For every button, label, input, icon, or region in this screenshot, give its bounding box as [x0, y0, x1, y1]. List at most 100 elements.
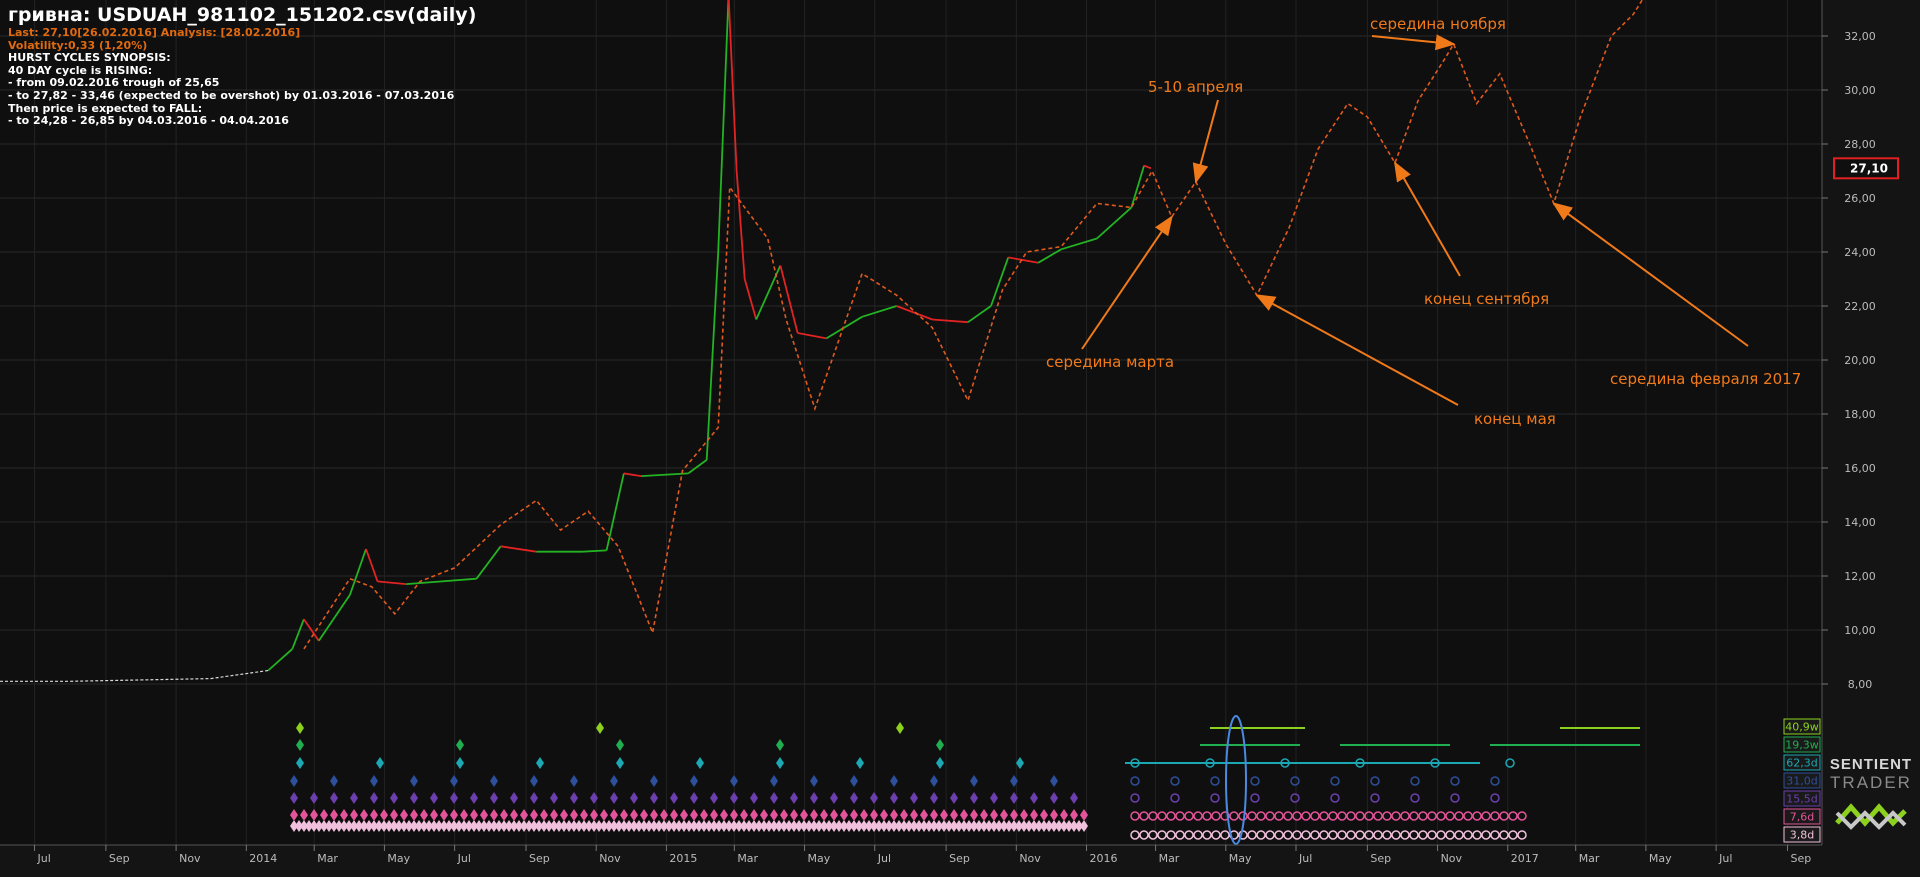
cycle-circle	[1517, 811, 1527, 821]
last-price-label: 27,10	[1850, 161, 1888, 175]
annotation-arrow	[1371, 34, 1456, 51]
cycle-circle	[1220, 830, 1230, 840]
cycle-diamond	[620, 820, 628, 832]
cycle-circle	[1290, 793, 1300, 803]
cycle-circle	[1283, 811, 1293, 821]
cycle-diamond	[350, 820, 358, 832]
cycle-circle	[1418, 830, 1428, 840]
cycle-diamond	[1040, 809, 1048, 821]
x-tick-label: Mar	[1159, 852, 1180, 865]
cycle-diamond	[970, 809, 978, 821]
cycle-diamond	[990, 809, 998, 821]
price-segment	[1143, 164, 1152, 170]
cycle-circle	[1436, 830, 1446, 840]
cycle-diamond	[1010, 809, 1018, 821]
cycle-diamond	[775, 820, 783, 832]
cycle-diamond	[375, 820, 383, 832]
price-segment	[605, 473, 625, 551]
cycle-diamond	[536, 757, 544, 769]
cycle-diamond	[710, 792, 718, 804]
cycle-circle	[1472, 830, 1482, 840]
cycle-circle	[1148, 811, 1158, 821]
cycle-diamond	[600, 820, 608, 832]
cycle-diamond	[450, 792, 458, 804]
cycle-circle	[1202, 811, 1212, 821]
cycle-label: 19,3w	[1785, 739, 1819, 752]
cycle-diamond	[440, 820, 448, 832]
price-segment	[406, 580, 443, 585]
price-segment	[932, 318, 969, 324]
cycle-diamond	[645, 820, 653, 832]
cycle-circle	[1301, 811, 1311, 821]
cycle-diamond	[290, 792, 298, 804]
cycle-diamond	[310, 792, 318, 804]
cycle-circle	[1370, 776, 1380, 786]
price-segment	[825, 316, 863, 340]
cycle-circle	[1170, 776, 1180, 786]
chart-title: гривна: USDUAH_981102_151202.csv(daily)	[8, 4, 477, 26]
cycle-diamond	[590, 792, 598, 804]
cycle-diamond	[455, 820, 463, 832]
cycle-diamond	[770, 809, 778, 821]
cycle-diamond	[740, 820, 748, 832]
cycle-diamond	[776, 739, 784, 751]
cycle-circle	[1409, 811, 1419, 821]
cycle-diamond	[470, 809, 478, 821]
cycle-diamond	[970, 792, 978, 804]
cycle-circle	[1450, 776, 1460, 786]
synopsis-line: HURST CYCLES SYNOPSIS:	[8, 51, 171, 65]
sentient-trader-logo: SENTIENT TRADER	[1826, 756, 1916, 838]
cycle-diamond	[1040, 820, 1048, 832]
cycle-diamond	[840, 809, 848, 821]
annotation-arrow	[1192, 99, 1219, 184]
y-axis-panel	[1822, 0, 1920, 877]
cycle-diamond	[890, 775, 898, 787]
cycle-diamond	[875, 820, 883, 832]
cycle-diamond	[450, 820, 458, 832]
cycle-diamond	[895, 820, 903, 832]
cycle-diamond	[850, 792, 858, 804]
cycle-diamond	[770, 820, 778, 832]
synopsis-line: Then price is expected to FALL:	[8, 101, 203, 115]
cycle-diamond	[1010, 792, 1018, 804]
cycle-diamond	[596, 722, 604, 734]
cycle-diamond	[430, 820, 438, 832]
cycle-diamond	[545, 820, 553, 832]
cycle-diamond	[730, 775, 738, 787]
cycle-circle	[1157, 830, 1167, 840]
cycle-diamond	[615, 820, 623, 832]
synopsis-line: 40 DAY cycle is RISING:	[8, 63, 153, 77]
cycle-circle	[1454, 811, 1464, 821]
cycle-diamond	[725, 820, 733, 832]
cycle-diamond	[970, 820, 978, 832]
cycle-diamond	[910, 792, 918, 804]
x-tick-label: Nov	[599, 852, 621, 865]
cycle-diamond	[980, 809, 988, 821]
cycle-circle	[1175, 811, 1185, 821]
cycle-diamond	[915, 820, 923, 832]
cycle-diamond	[510, 820, 518, 832]
cycle-circle	[1382, 811, 1392, 821]
cycle-circle	[1410, 776, 1420, 786]
cycle-diamond	[1080, 820, 1088, 832]
cycle-diamond	[920, 809, 928, 821]
price-segment	[990, 257, 1010, 307]
cycle-diamond	[530, 792, 538, 804]
cycle-diamond	[770, 775, 778, 787]
cycle-diamond	[690, 820, 698, 832]
cycle-diamond	[810, 775, 818, 787]
cycle-label-box	[1783, 790, 1821, 807]
cycle-diamond	[530, 820, 538, 832]
cycle-diamond	[330, 809, 338, 821]
cycle-diamond	[390, 792, 398, 804]
cycle-diamond	[400, 820, 408, 832]
cycle-circle	[1330, 793, 1340, 803]
cycle-diamond	[690, 792, 698, 804]
price-segment	[377, 580, 407, 585]
y-tick-label: 8,00	[1848, 678, 1873, 691]
grid-lines	[0, 0, 1822, 845]
cycle-circle	[1130, 776, 1140, 786]
cycle-diamond	[1050, 775, 1058, 787]
cycle-diamond	[1070, 820, 1078, 832]
